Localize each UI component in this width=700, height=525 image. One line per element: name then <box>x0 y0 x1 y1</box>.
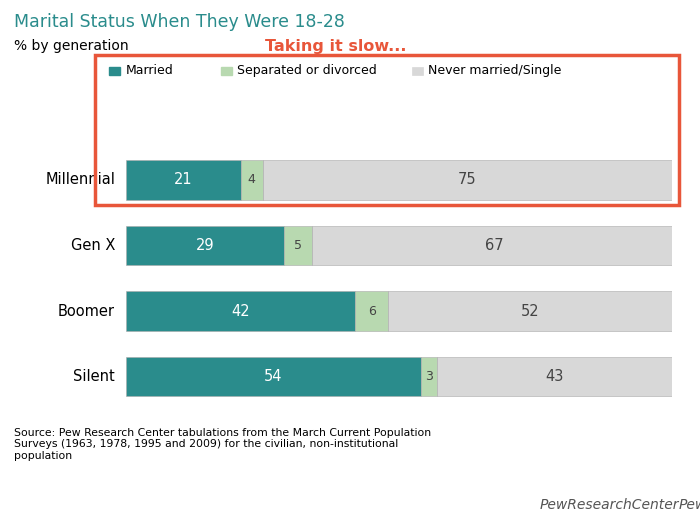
Bar <box>126 160 241 200</box>
Bar <box>312 226 678 265</box>
Text: Source: Pew Research Center tabulations from the March Current Population
Survey: Source: Pew Research Center tabulations … <box>14 428 431 461</box>
Text: Gen X: Gen X <box>71 238 115 253</box>
Text: Married: Married <box>125 65 173 77</box>
Bar <box>262 160 672 200</box>
Text: 42: 42 <box>231 303 250 319</box>
Text: PewResearchCenter: PewResearchCenter <box>540 498 679 512</box>
Bar <box>220 67 232 75</box>
Bar <box>284 226 312 265</box>
Text: Millennial: Millennial <box>46 172 115 187</box>
Bar <box>126 357 421 396</box>
Text: 3: 3 <box>425 370 433 383</box>
Text: 21: 21 <box>174 172 193 187</box>
Bar <box>438 357 672 396</box>
Text: 67: 67 <box>485 238 504 253</box>
Text: Pew: Pew <box>679 498 700 512</box>
Text: 54: 54 <box>264 369 283 384</box>
Bar <box>421 357 438 396</box>
Text: Taking it slow...: Taking it slow... <box>265 39 407 55</box>
Text: 52: 52 <box>521 303 540 319</box>
Bar <box>108 67 120 75</box>
Bar <box>241 160 262 200</box>
Bar <box>388 291 672 331</box>
Text: 5: 5 <box>294 239 302 252</box>
Text: Never married/Single: Never married/Single <box>428 65 562 77</box>
Text: % by generation: % by generation <box>14 39 129 54</box>
Bar <box>412 67 423 75</box>
Bar <box>126 291 356 331</box>
Text: 29: 29 <box>196 238 214 253</box>
Text: Boomer: Boomer <box>58 303 115 319</box>
Text: 4: 4 <box>248 173 256 186</box>
Text: 43: 43 <box>545 369 564 384</box>
Bar <box>356 291 388 331</box>
Text: Marital Status When They Were 18-28: Marital Status When They Were 18-28 <box>14 13 345 31</box>
Text: Separated or divorced: Separated or divorced <box>237 65 377 77</box>
Text: 6: 6 <box>368 304 376 318</box>
Text: Silent: Silent <box>74 369 115 384</box>
Bar <box>126 226 284 265</box>
Text: 75: 75 <box>458 172 477 187</box>
